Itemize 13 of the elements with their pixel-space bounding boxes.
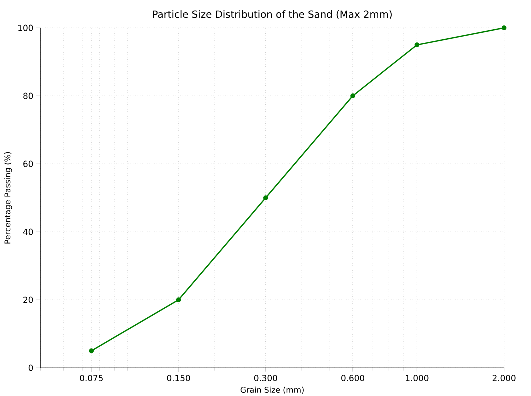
x-tick-label: 0.075	[80, 375, 103, 382]
y-tick-label: 0	[28, 364, 34, 372]
y-tick-label: 40	[23, 228, 34, 236]
x-tick-label: 0.300	[254, 375, 278, 382]
y-tick-label: 20	[24, 296, 34, 304]
x-tick-label: 0.600	[342, 375, 364, 382]
x-tick-label: 0.150	[167, 375, 190, 382]
x-tick-label: 1.000	[406, 375, 429, 382]
chart-title: Particle Size Distribution of the Sand (Max 2mm)	[153, 10, 392, 20]
y-tick-label: 80	[24, 92, 34, 100]
y-tick-label: 60	[24, 160, 34, 168]
y-tick-label: 100	[18, 24, 34, 32]
x-tick-label: 2.000	[492, 375, 516, 382]
